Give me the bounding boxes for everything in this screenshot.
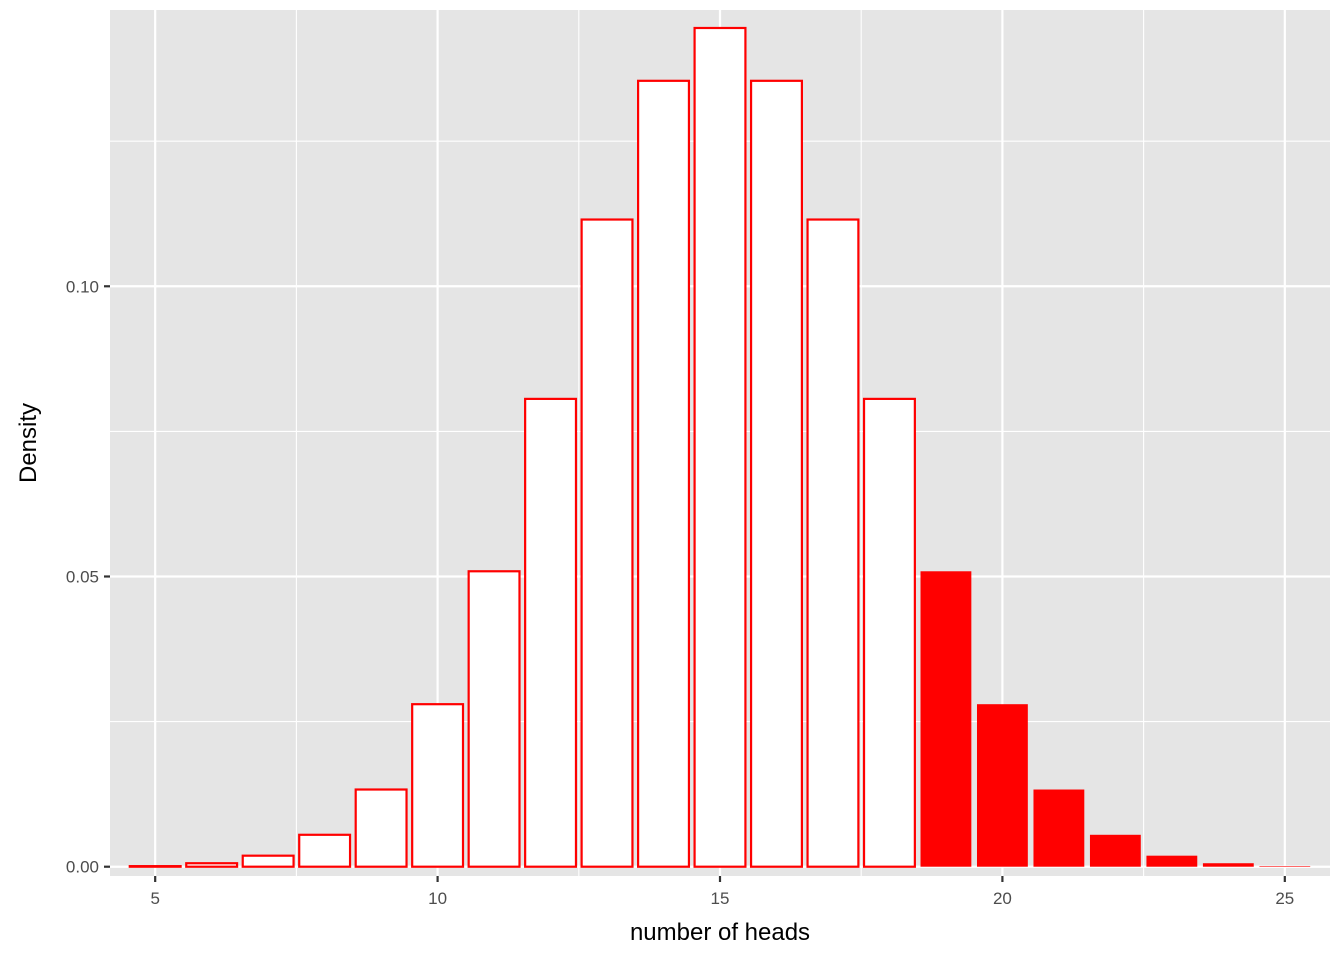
y-axis-title: Density — [15, 403, 42, 483]
highlighted-bar — [1033, 789, 1085, 867]
y-axis-ticks: 0.00 0.05 0.10 — [66, 277, 110, 877]
bar — [241, 854, 295, 868]
x-axis-ticks: 5 10 15 20 25 — [150, 876, 1294, 908]
bar — [806, 218, 860, 868]
x-tick-label: 10 — [428, 889, 447, 908]
highlighted-bar — [1202, 863, 1254, 867]
highlighted-bar — [1259, 866, 1311, 867]
x-axis-title: number of heads — [630, 919, 810, 946]
bar — [524, 397, 578, 868]
bar — [298, 833, 352, 868]
x-tick-label: 20 — [993, 889, 1012, 908]
bars — [128, 26, 1311, 868]
bar — [411, 703, 465, 868]
bar — [749, 79, 803, 868]
y-tick-label: 0.10 — [66, 277, 99, 296]
highlighted-bar — [1146, 855, 1198, 867]
x-tick-label: 5 — [150, 889, 159, 908]
bar — [862, 397, 916, 868]
bar — [693, 26, 747, 868]
bar — [354, 788, 408, 868]
highlighted-bar — [920, 571, 972, 867]
x-tick-label: 25 — [1275, 889, 1294, 908]
bar — [580, 218, 634, 868]
y-tick-label: 0.05 — [66, 567, 99, 586]
x-tick-label: 15 — [711, 889, 730, 908]
bar — [467, 570, 521, 868]
bar — [128, 865, 182, 868]
bar — [185, 862, 239, 868]
bar — [637, 79, 691, 868]
y-tick-label: 0.00 — [66, 858, 99, 877]
highlighted-bar — [976, 704, 1028, 867]
highlighted-bar — [1089, 834, 1141, 867]
